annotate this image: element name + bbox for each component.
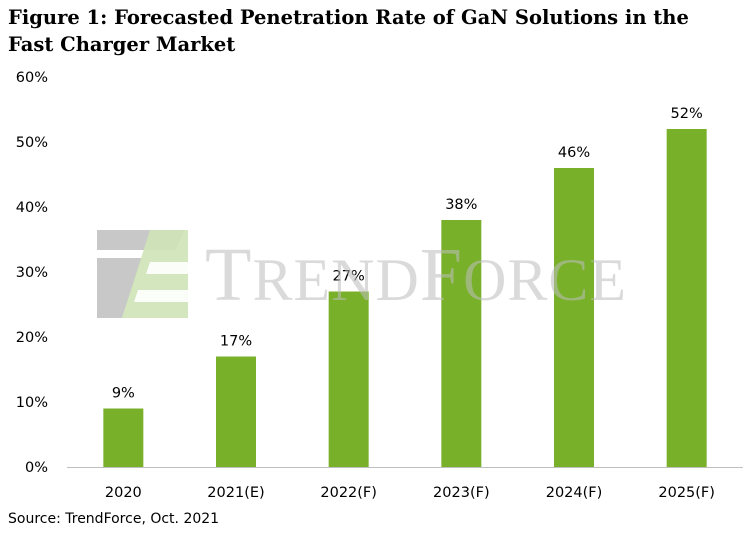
y-tick-label: 40% — [16, 200, 48, 216]
y-tick-label: 30% — [16, 265, 48, 281]
bar-data-label: 46% — [558, 145, 590, 161]
bar — [554, 168, 594, 467]
bar — [216, 356, 256, 467]
bar — [103, 408, 144, 467]
bar-data-label: 52% — [671, 106, 703, 122]
watermark-initial-t: T — [205, 233, 253, 317]
x-tick-label: 2021(E) — [207, 485, 264, 501]
y-tick-label: 60% — [16, 70, 48, 86]
y-tick-label: 0% — [25, 460, 48, 476]
x-tick-label: 2020 — [105, 485, 142, 501]
bar-data-label: 17% — [220, 334, 252, 350]
x-tick-label: 2024(F) — [546, 485, 603, 501]
x-tick-label: 2022(F) — [320, 485, 377, 501]
x-tick-label: 2023(F) — [433, 485, 490, 501]
chart-title: Figure 1: Forecasted Penetration Rate of… — [8, 6, 689, 56]
trendforce-watermark-text: TRENDFORCE — [205, 233, 628, 317]
source-note: Source: TrendForce, Oct. 2021 — [8, 511, 220, 527]
bar-data-label: 38% — [445, 197, 477, 213]
bar-data-label: 9% — [112, 386, 135, 402]
y-tick-label: 10% — [16, 395, 48, 411]
bar — [328, 291, 369, 467]
x-tick-label: 2025(F) — [658, 485, 715, 501]
bar — [666, 129, 707, 467]
bar — [441, 220, 482, 467]
bar-data-label: 27% — [333, 269, 365, 285]
y-tick-label: 50% — [16, 135, 48, 151]
watermark-initial-f: F — [419, 233, 464, 317]
trendforce-logo-watermark — [97, 230, 188, 318]
y-tick-label: 20% — [16, 330, 48, 346]
